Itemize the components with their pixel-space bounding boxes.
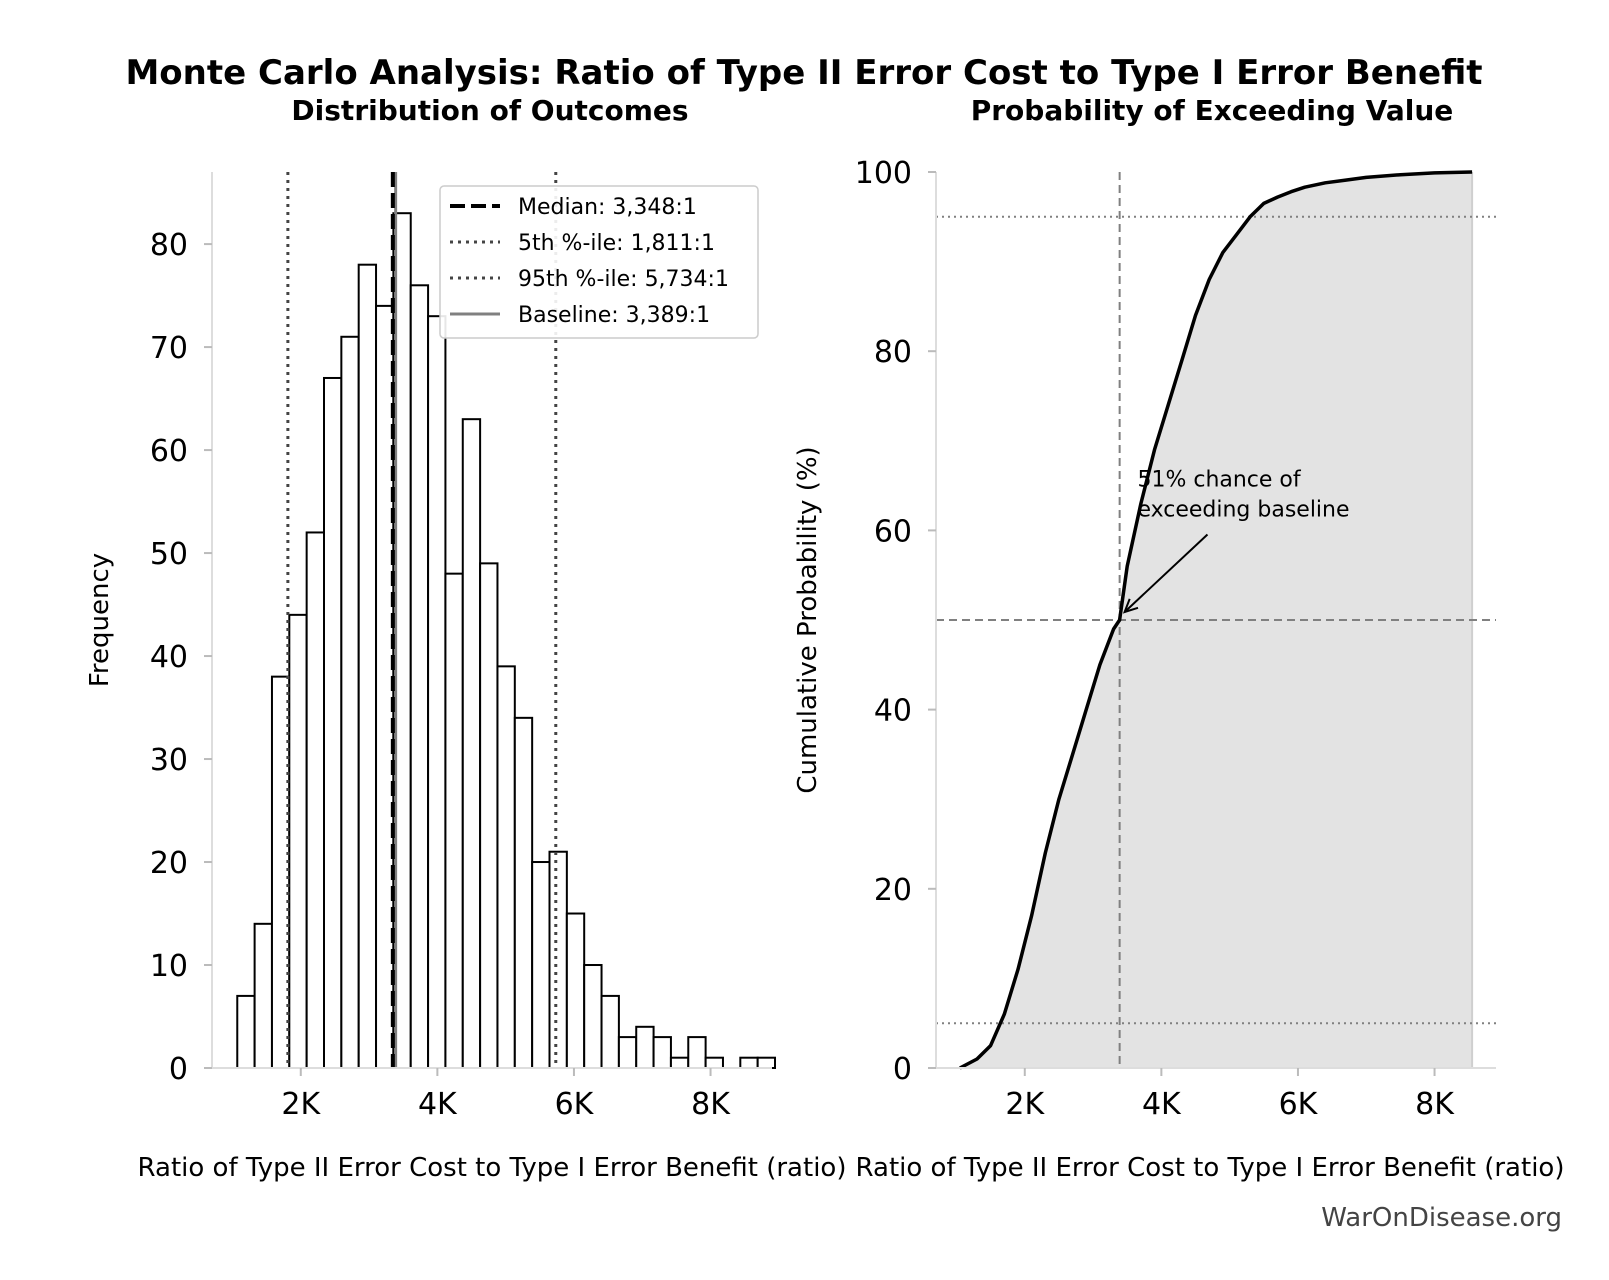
histogram-bar: [444, 572, 464, 1069]
histogram-bar: [409, 284, 430, 1069]
legend-p95-label: 95th %-ile: 5,734:1: [518, 267, 729, 292]
histogram-bar: [531, 861, 551, 1070]
histogram-y-tick-label: 60: [150, 434, 188, 469]
histogram-bar: [565, 912, 586, 1069]
histogram-legend: Median: 3,348:1 5th %-ile: 1,811:1 95th …: [439, 185, 759, 339]
probability-y-tick-label: 60: [874, 514, 912, 549]
histogram-bar: [635, 1025, 655, 1069]
probability-axes: [935, 172, 1496, 1069]
histogram-bar: [340, 335, 360, 1069]
histogram-bar: [687, 1036, 707, 1069]
histogram-bars: [236, 212, 777, 1070]
histogram-bar: [253, 922, 273, 1070]
probability-y-tick-label: 100: [855, 156, 912, 191]
histogram-bar: [756, 1056, 777, 1070]
histogram-bar: [375, 304, 395, 1069]
probability-panel: Probability of Exceeding Value 2K 4K 6K 8K …: [793, 94, 1564, 1183]
histogram-y-tick-label: 30: [150, 743, 188, 778]
probability-y-tick-label: 0: [893, 1052, 912, 1087]
histogram-reference-lines: [286, 172, 558, 1068]
histogram-bar: [669, 1056, 690, 1070]
histogram-y-tick-label: 40: [150, 640, 188, 675]
probability-y-axis-label: Cumulative Probability (%): [793, 446, 823, 793]
histogram-y-ticks: 0 10 20 30 40 50 60 70 80: [150, 228, 212, 1087]
histogram-y-tick-label: 70: [150, 331, 188, 366]
histogram-panel: Distribution of Outcomes 2K 4K 6K 8K 0 10 20 3…: [85, 94, 846, 1183]
histogram-bar: [305, 531, 325, 1069]
histogram-bar: [323, 376, 343, 1070]
histogram-y-tick-label: 50: [150, 537, 188, 572]
histogram-x-tick-label: 2K: [281, 1087, 321, 1122]
probability-curve: [959, 170, 1473, 1070]
histogram-bar: [357, 263, 378, 1070]
probability-x-tick-label: 8K: [1415, 1087, 1455, 1122]
probability-y-tick-label: 80: [874, 335, 912, 370]
histogram-bar: [617, 1036, 638, 1069]
histogram-bar: [704, 1056, 724, 1070]
histogram-bar: [427, 315, 447, 1069]
legend-frame: [439, 185, 759, 339]
probability-x-tick-label: 4K: [1142, 1087, 1182, 1122]
legend-baseline-label: Baseline: 3,389:1: [518, 303, 710, 328]
histogram-x-tick-label: 4K: [418, 1087, 458, 1122]
probability-y-tick-label: 40: [874, 694, 912, 729]
histogram-bar: [513, 716, 534, 1069]
probability-x-tick-label: 6K: [1279, 1087, 1319, 1122]
annotation-text-line-2: exceeding baseline: [1137, 497, 1349, 522]
histogram-bar: [652, 1036, 672, 1069]
histogram-y-tick-label: 10: [150, 949, 188, 984]
histogram-bar: [270, 675, 291, 1069]
annotation-text-line-1: 51% chance of: [1137, 467, 1301, 492]
probability-x-ticks: 2K 4K 6K 8K: [1005, 1068, 1455, 1122]
histogram-bar: [288, 613, 308, 1069]
histogram-bar: [461, 418, 482, 1069]
histogram-bar: [583, 964, 603, 1069]
annotation-arrow: [1123, 533, 1209, 613]
probability-title: Probability of Exceeding Value: [971, 94, 1454, 127]
histogram-x-axis-label: Ratio of Type II Error Cost to Type I Er…: [138, 1153, 847, 1183]
histogram-y-axis-label: Frequency: [85, 553, 115, 687]
histogram-x-tick-label: 8K: [691, 1087, 731, 1122]
histogram-title: Distribution of Outcomes: [291, 94, 688, 127]
histogram-x-ticks: 2K 4K 6K 8K: [281, 1068, 731, 1122]
watermark: WarOnDisease.org: [1321, 1203, 1562, 1233]
legend-median-label: Median: 3,348:1: [518, 195, 697, 220]
figure-suptitle: Monte Carlo Analysis: Ratio of Type II E…: [125, 53, 1482, 93]
histogram-y-tick-label: 80: [150, 228, 188, 263]
histogram-bar: [236, 994, 256, 1069]
baseline-annotation: 51% chance of exceeding baseline: [1122, 467, 1350, 614]
probability-y-ticks: 0 20 40 60 80 100: [855, 156, 936, 1087]
histogram-y-tick-label: 0: [169, 1052, 188, 1087]
legend-p5-label: 5th %-ile: 1,811:1: [518, 231, 715, 256]
probability-x-axis-label: Ratio of Type II Error Cost to Type I Er…: [856, 1153, 1565, 1183]
probability-y-tick-label: 20: [874, 873, 912, 908]
histogram-bar: [739, 1056, 759, 1070]
annotation-arrowhead: [1122, 598, 1139, 614]
probability-x-tick-label: 2K: [1005, 1087, 1045, 1122]
histogram-bar: [600, 994, 620, 1069]
histogram-y-tick-label: 20: [150, 846, 188, 881]
histogram-bar: [548, 850, 568, 1069]
histogram-axes: [211, 172, 772, 1069]
histogram-x-tick-label: 6K: [555, 1087, 595, 1122]
histogram-bar: [479, 562, 499, 1069]
histogram-bar: [496, 665, 516, 1070]
